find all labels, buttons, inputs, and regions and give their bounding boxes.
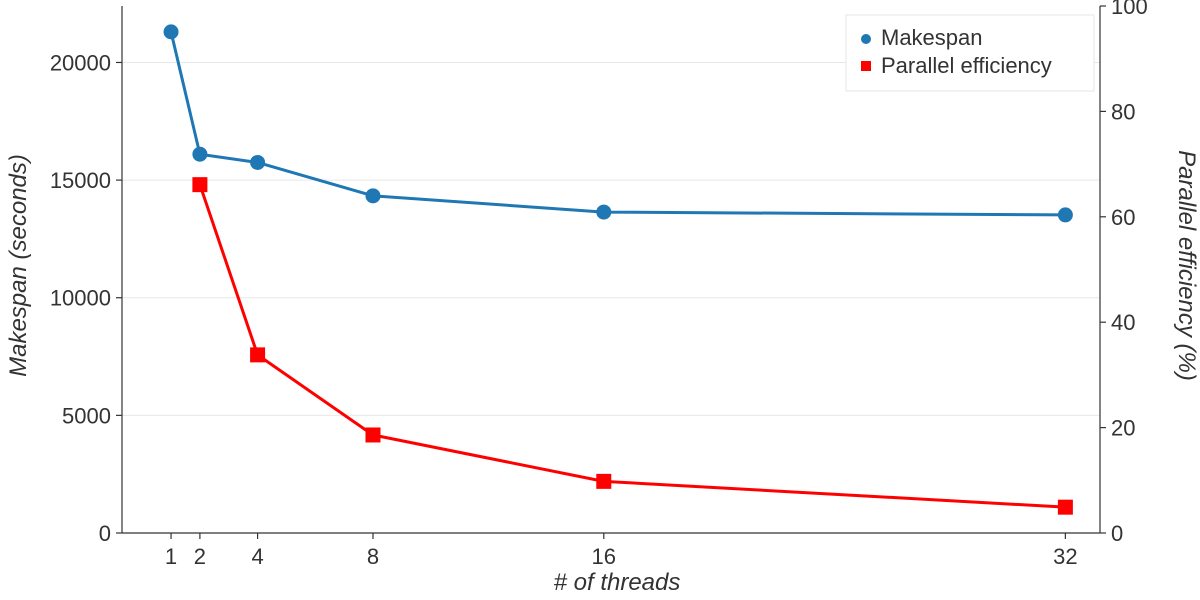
- left-tick-label: 0: [99, 521, 111, 546]
- right-tick-label: 0: [1111, 521, 1123, 546]
- x-axis-title: # of threads: [554, 569, 681, 596]
- x-tick-label: 8: [367, 544, 379, 569]
- right-tick-label: 100: [1111, 0, 1148, 19]
- ticks: 0 5000 10000 15000 20000 0 20 40 60 80 100 1 2 4 8 16 32: [50, 0, 1148, 569]
- right-tick-label: 20: [1111, 416, 1135, 441]
- data-point-makespan: [596, 204, 612, 220]
- left-tick-label: 5000: [62, 403, 111, 428]
- data-point-parallel-efficiency: [1057, 499, 1073, 515]
- data-point-makespan: [365, 188, 381, 204]
- legend: Makespan Parallel efficiency: [845, 14, 1095, 92]
- legend-label-parallel-efficiency: Parallel efficiency: [881, 53, 1052, 78]
- series-line-makespan: [169, 31, 1066, 217]
- x-tick-label: 16: [592, 544, 616, 569]
- right-tick-label: 60: [1111, 205, 1135, 230]
- left-tick-label: 20000: [50, 50, 111, 75]
- data-point-parallel-efficiency: [365, 427, 381, 443]
- x-tick-label: 2: [194, 544, 206, 569]
- series-line-parallel-efficiency: [198, 184, 1066, 509]
- left-y-axis-title: Makespan (seconds): [5, 154, 32, 377]
- data-point-makespan: [163, 24, 179, 40]
- series: [163, 24, 1073, 515]
- x-tick-label: 4: [251, 544, 263, 569]
- data-point-parallel-efficiency: [250, 347, 266, 363]
- data-point-parallel-efficiency: [596, 473, 612, 489]
- right-tick-label: 80: [1111, 99, 1135, 124]
- data-point-makespan: [192, 146, 208, 162]
- legend-marker-parallel-efficiency: [861, 61, 871, 71]
- x-tick-label: 32: [1053, 544, 1077, 569]
- left-tick-label: 10000: [50, 286, 111, 311]
- data-point-parallel-efficiency: [192, 177, 208, 193]
- legend-marker-makespan: [861, 34, 871, 44]
- axes: [121, 6, 1101, 534]
- left-tick-label: 15000: [50, 168, 111, 193]
- legend-box: [845, 14, 1095, 92]
- x-tick-label: 1: [165, 544, 177, 569]
- data-point-makespan: [250, 154, 266, 170]
- right-y-axis-title: Parallel efficiency (%): [1173, 150, 1200, 381]
- legend-label-makespan: Makespan: [881, 25, 983, 50]
- right-tick-label: 40: [1111, 310, 1135, 335]
- data-point-makespan: [1057, 207, 1073, 223]
